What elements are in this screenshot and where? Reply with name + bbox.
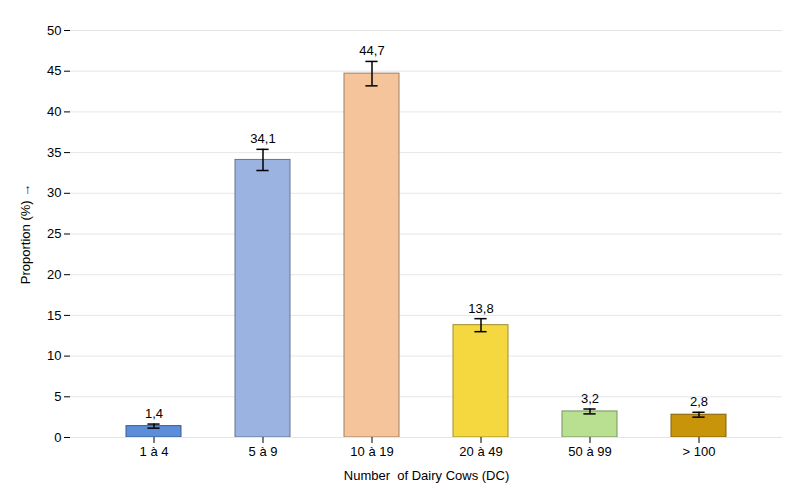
svg-text:15: 15 bbox=[47, 308, 61, 323]
svg-text:Number of Dairy Cows (DC): Number of Dairy Cows (DC) bbox=[344, 468, 509, 483]
svg-text:5 à 9: 5 à 9 bbox=[249, 444, 278, 459]
svg-text:10 à 19: 10 à 19 bbox=[350, 444, 393, 459]
svg-text:1 à 4: 1 à 4 bbox=[140, 444, 169, 459]
svg-text:1,4: 1,4 bbox=[145, 406, 163, 421]
svg-text:35: 35 bbox=[47, 145, 61, 160]
svg-text:> 100: > 100 bbox=[683, 444, 716, 459]
svg-text:Proportion (%) →: Proportion (%) → bbox=[18, 184, 33, 284]
svg-text:40: 40 bbox=[47, 104, 61, 119]
svg-text:2,8: 2,8 bbox=[690, 394, 708, 409]
svg-text:0: 0 bbox=[54, 430, 61, 445]
svg-text:50: 50 bbox=[47, 23, 61, 38]
svg-text:3,2: 3,2 bbox=[581, 391, 599, 406]
svg-text:25: 25 bbox=[47, 226, 61, 241]
svg-text:10: 10 bbox=[47, 348, 61, 363]
svg-text:20 à 49: 20 à 49 bbox=[459, 444, 502, 459]
svg-text:44,7: 44,7 bbox=[359, 43, 384, 58]
svg-text:30: 30 bbox=[47, 185, 61, 200]
svg-text:13,8: 13,8 bbox=[468, 301, 493, 316]
svg-text:34,1: 34,1 bbox=[250, 131, 275, 146]
svg-text:20: 20 bbox=[47, 267, 61, 282]
svg-text:45: 45 bbox=[47, 63, 61, 78]
svg-text:50 à 99: 50 à 99 bbox=[568, 444, 611, 459]
svg-text:5: 5 bbox=[54, 389, 61, 404]
